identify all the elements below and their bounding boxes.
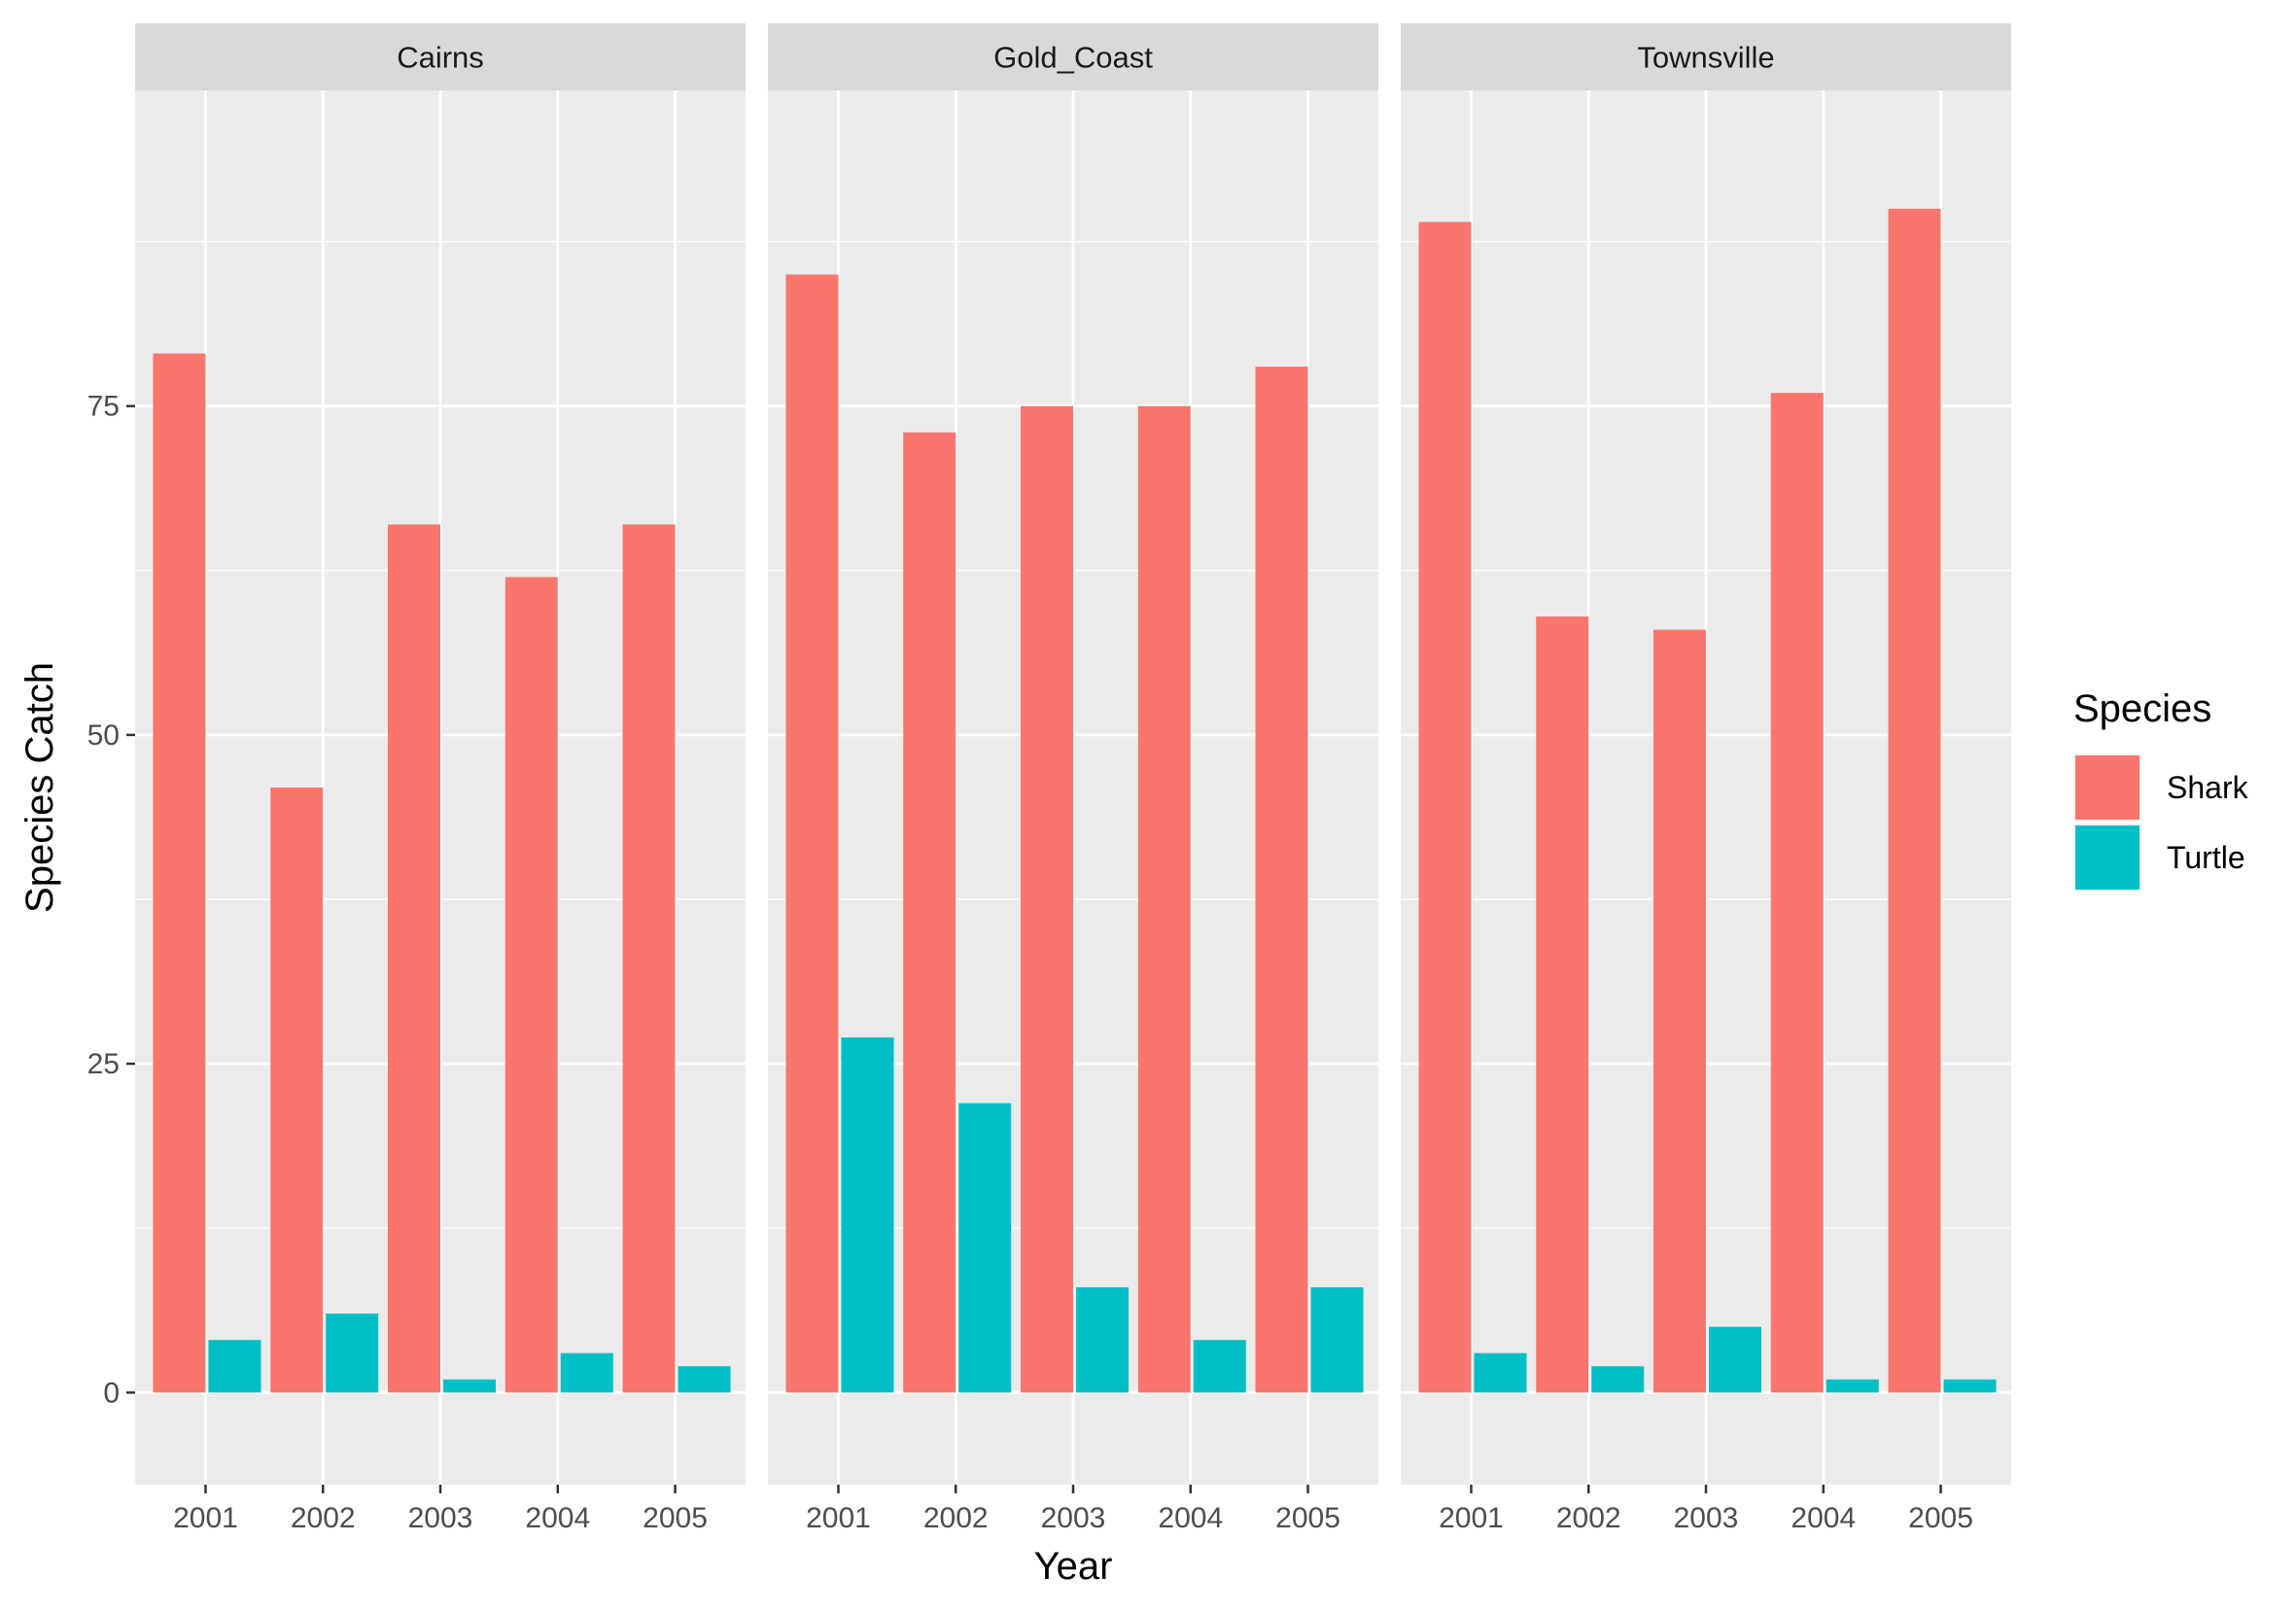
- x-tick-label: 2003: [1674, 1502, 1739, 1534]
- legend-title: Species: [2073, 687, 2211, 730]
- facet-strip-label: Townsville: [1637, 41, 1774, 75]
- bar-shark-2002: [270, 788, 324, 1393]
- bar-shark-2001: [153, 353, 206, 1393]
- bar-turtle-2002: [326, 1314, 379, 1393]
- bar-turtle-2001: [841, 1037, 894, 1393]
- x-tick-label: 2002: [923, 1502, 989, 1534]
- facet-strip: [768, 23, 1378, 90]
- x-tick-label: 2003: [408, 1502, 473, 1534]
- y-tick-label: 75: [87, 391, 120, 423]
- x-tick-label: 2004: [525, 1502, 590, 1534]
- bar-shark-2005: [622, 524, 676, 1393]
- bar-turtle-2001: [1474, 1352, 1527, 1393]
- bar-shark-2003: [1653, 629, 1706, 1393]
- bar-turtle-2003: [1709, 1326, 1761, 1393]
- x-tick-label: 2002: [1556, 1502, 1621, 1534]
- bar-turtle-2005: [1310, 1287, 1364, 1393]
- bar-shark-2001: [785, 274, 839, 1393]
- legend-label-turtle: Turtle: [2167, 840, 2245, 875]
- y-tick-label: 0: [103, 1377, 120, 1409]
- x-tick-label: 2002: [291, 1502, 356, 1534]
- bar-turtle-2001: [208, 1340, 261, 1393]
- bar-shark-2003: [1021, 405, 1073, 1393]
- bar-shark-2004: [1770, 393, 1824, 1393]
- legend: Species Shark Turtle: [2073, 687, 2249, 892]
- bar-shark-2002: [903, 432, 957, 1393]
- legend-label-shark: Shark: [2167, 770, 2249, 805]
- bar-turtle-2005: [678, 1366, 731, 1393]
- x-tick-label: 2005: [1908, 1502, 1973, 1534]
- facet-strip: [135, 23, 746, 90]
- bar-turtle-2004: [1826, 1379, 1879, 1393]
- x-tick-label: 2005: [643, 1502, 708, 1534]
- y-axis-title: Species Catch: [18, 662, 61, 913]
- x-tick-label: 2005: [1275, 1502, 1340, 1534]
- bar-turtle-2002: [958, 1103, 1012, 1393]
- bar-turtle-2002: [1591, 1366, 1645, 1393]
- x-tick-label: 2001: [173, 1502, 238, 1534]
- bar-shark-2002: [1536, 616, 1589, 1393]
- bar-shark-2004: [504, 577, 558, 1393]
- facet-panel-gold-coast: Gold_Coast 2001 2002 2003 2004 2005: [768, 23, 1378, 1534]
- bar-turtle-2003: [443, 1379, 496, 1393]
- bar-shark-2001: [1418, 222, 1472, 1393]
- facet-panel-cairns: Cairns 2001 2002 2003 2004 2005: [135, 23, 746, 1534]
- x-tick-label: 2004: [1158, 1502, 1223, 1534]
- facet-strip-label: Gold_Coast: [993, 41, 1153, 75]
- bar-shark-2005: [1255, 367, 1308, 1393]
- x-tick-label: 2001: [1439, 1502, 1504, 1534]
- bar-turtle-2005: [1943, 1379, 1997, 1393]
- y-tick-label: 50: [87, 719, 120, 752]
- bar-turtle-2003: [1076, 1287, 1129, 1393]
- legend-swatch-shark: [2075, 755, 2139, 820]
- bar-turtle-2004: [1193, 1340, 1246, 1393]
- facet-strip-label: Cairns: [397, 41, 484, 75]
- facet-panel-townsville: Townsville 2001 2002 2003 2004 2005: [1401, 23, 2011, 1534]
- x-axis-title: Year: [1034, 1545, 1113, 1588]
- y-tick-label: 25: [87, 1048, 120, 1080]
- bar-turtle-2004: [560, 1352, 613, 1393]
- facet-strip: [1401, 23, 2011, 90]
- x-tick-label: 2001: [806, 1502, 871, 1534]
- bar-shark-2003: [388, 524, 440, 1393]
- x-tick-label: 2004: [1791, 1502, 1856, 1534]
- x-tick-label: 2003: [1041, 1502, 1106, 1534]
- legend-swatch-turtle: [2075, 825, 2139, 890]
- bar-shark-2005: [1888, 208, 1941, 1393]
- bar-shark-2004: [1137, 405, 1191, 1393]
